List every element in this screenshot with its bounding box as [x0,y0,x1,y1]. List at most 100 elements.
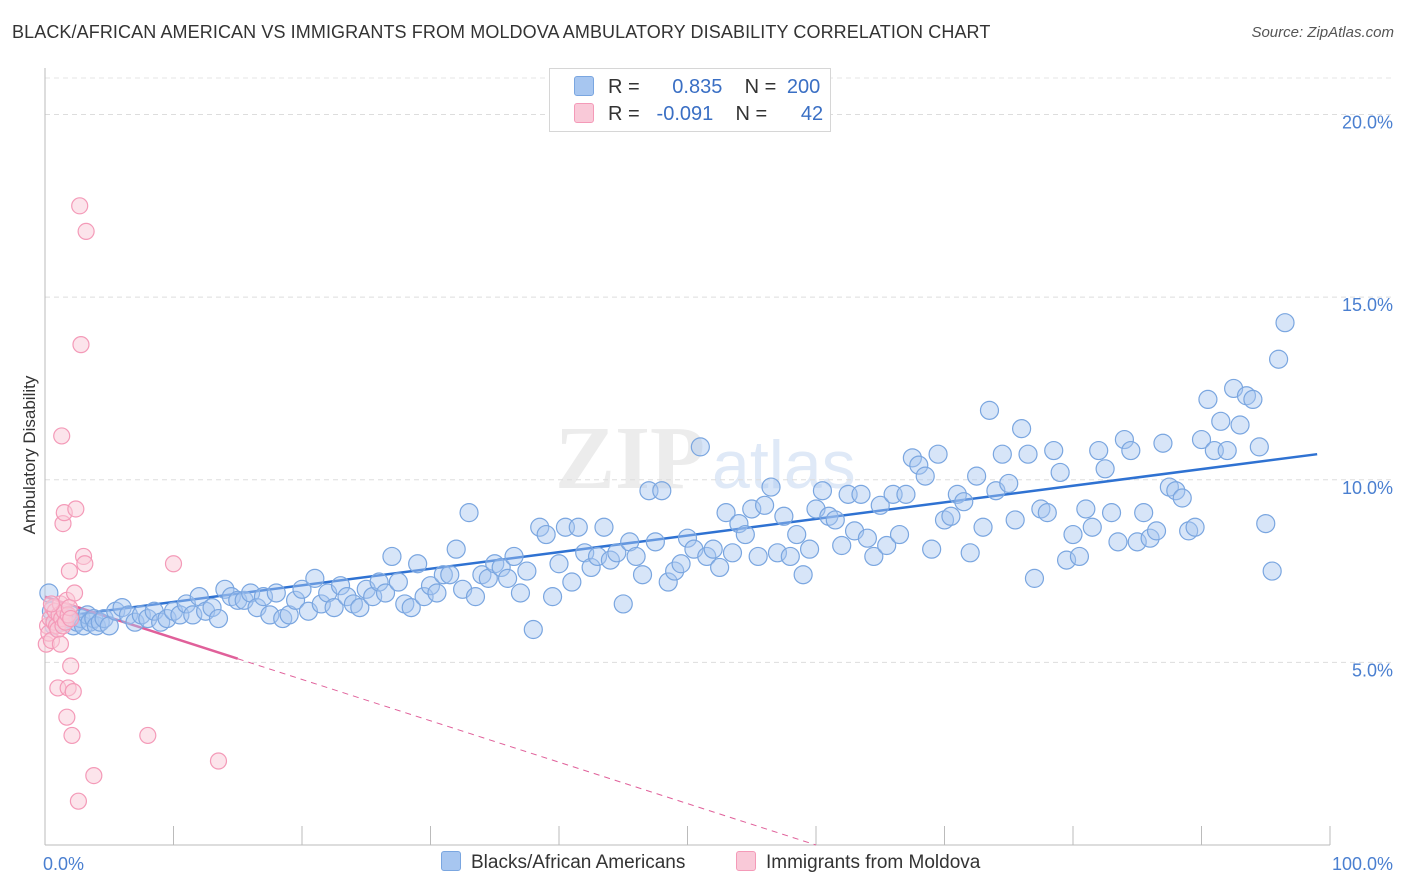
data-point-blacks [446,539,466,559]
data-point-blacks [992,444,1012,464]
data-point-blacks [215,579,235,599]
x-tick-label: 100.0% [1332,854,1393,874]
y-tick-label: 10.0% [1342,478,1393,498]
data-point-blacks [1044,440,1064,461]
data-point-blacks [626,546,646,567]
data-point-blacks [600,550,621,570]
data-point-blacks [1217,440,1237,461]
data-point-blacks [138,608,158,629]
data-point-blacks [375,583,396,603]
data-point-blacks [1114,429,1135,450]
data-point-blacks [337,587,357,607]
data-point-blacks [915,466,935,486]
data-point-moldova [51,635,70,653]
data-point-blacks [825,510,845,530]
data-point-blacks [594,517,614,537]
data-point-blacks [722,543,743,563]
data-point-blacks [125,612,145,632]
data-point-blacks [1243,389,1263,410]
data-point-blacks [928,444,948,464]
data-point-blacks [440,565,460,585]
data-point-blacks [690,437,710,457]
svg-text:ZIP: ZIP [555,409,705,508]
data-point-moldova [76,555,94,573]
data-point-blacks [967,466,987,486]
data-point-blacks [1069,546,1090,567]
data-point-blacks [909,455,929,475]
data-point-blacks [665,561,685,581]
data-point-blacks [658,572,678,592]
data-point-moldova [65,584,84,602]
data-point-blacks [581,557,601,578]
data-point-blacks [369,572,389,592]
legend-r-value: -0.091 [656,103,714,125]
data-point-blacks [645,532,665,552]
data-point-blacks [183,605,203,625]
data-point-blacks [902,448,922,468]
data-point-blacks [735,524,755,545]
data-point-blacks [253,587,274,607]
data-point-blacks [1146,521,1167,541]
data-point-blacks [819,506,839,526]
data-point-moldova [42,595,61,613]
data-point-blacks [388,572,408,592]
data-point-blacks [851,484,871,504]
data-point-blacks [491,557,511,578]
data-point-blacks [1230,415,1250,435]
data-point-blacks [1159,477,1179,497]
data-point-moldova [63,726,81,745]
data-point-blacks [896,484,916,504]
tick-labels: 5.0% 10.0% 15.0% 20.0% 0.0% 100.0% [43,113,1393,874]
legend-r-value: 0.835 [672,76,723,98]
data-point-moldova [139,726,157,745]
data-point-blacks [767,543,788,563]
data-point-blacks [877,535,897,556]
data-point-blacks [395,594,415,614]
data-point-blacks [112,597,132,618]
data-point-blacks [1211,411,1231,431]
data-point-blacks [1236,386,1257,406]
data-point-blacks [1082,517,1102,537]
data-point-moldova [71,197,89,215]
data-point-blacks [774,506,794,526]
data-point-blacks [562,572,582,592]
y-tick-label: 5.0% [1352,660,1393,680]
data-point-blacks [1140,528,1160,548]
data-point-blacks [870,495,890,515]
y-axis-label: Ambulatory Disability [20,375,39,534]
data-point-blacks [1268,349,1289,369]
data-point-blacks [832,535,852,556]
data-point-moldova [67,500,85,518]
data-point-blacks [1179,521,1199,541]
data-point-blacks [324,597,344,618]
data-point-blacks [568,517,588,537]
data-point-blacks [311,594,331,614]
data-point-blacks [202,597,222,618]
data-point-blacks [761,477,781,497]
data-point-blacks [157,608,177,629]
data-point-blacks [1076,499,1096,519]
data-point-blacks [1134,503,1154,523]
data-point-blacks [433,565,453,585]
data-point-blacks [542,587,563,607]
data-point-blacks [80,612,100,632]
data-point-blacks [697,546,717,567]
data-point-moldova [209,752,228,770]
correlation-legend: R = 0.835 N = 200 R = -0.091 N = 42 [549,68,831,132]
data-point-blacks [999,473,1019,494]
data-point-blacks [510,583,531,603]
data-point-blacks [305,568,325,588]
data-point-blacks [1063,524,1083,545]
data-point-blacks [1108,532,1128,552]
data-point-moldova [62,609,80,628]
series-immigrants-from-moldova [37,197,228,810]
data-point-blacks [780,546,800,567]
data-point-blacks [504,546,524,567]
data-point-blacks [106,601,126,621]
data-point-blacks [1056,550,1077,570]
data-point-blacks [536,524,556,545]
data-point-blacks [343,594,363,614]
y-tick-label: 20.0% [1342,113,1393,133]
data-point-moldova [164,555,183,573]
